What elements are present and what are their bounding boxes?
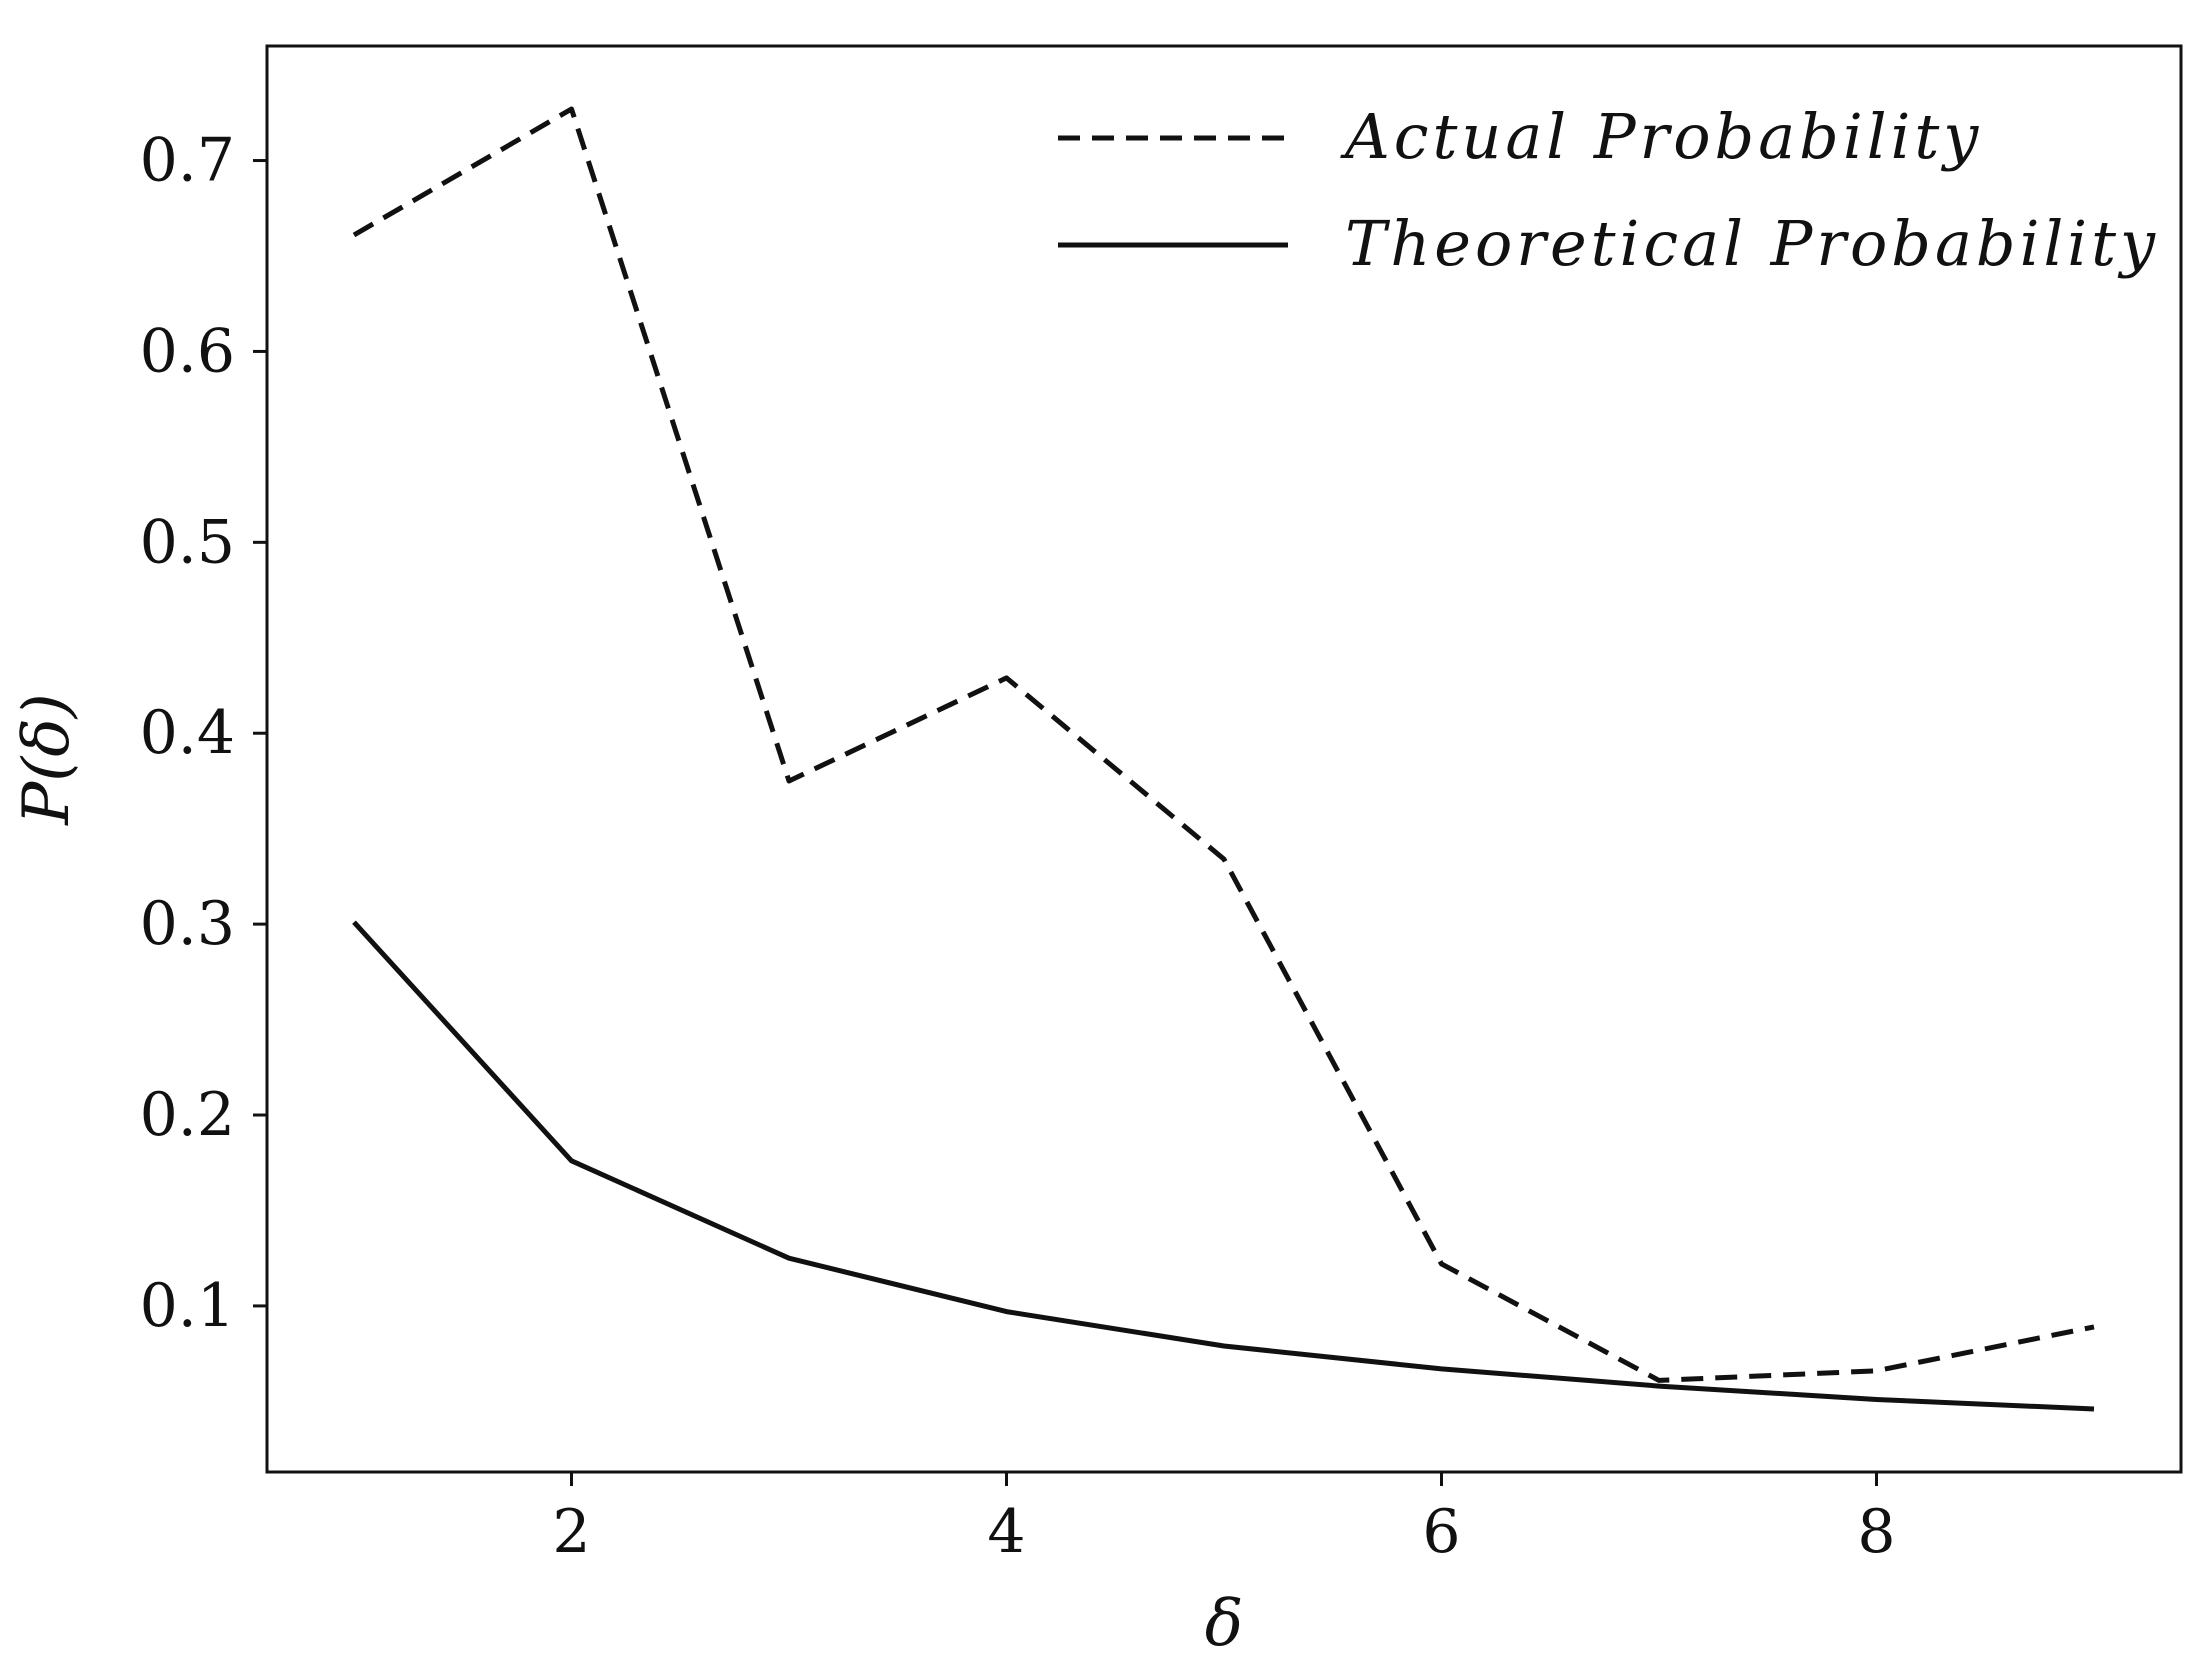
x-tick-label: 6 [1422, 1497, 1460, 1567]
y-axis-label: P(δ) [10, 693, 84, 826]
x-axis: 2 4 6 8 [552, 1472, 1896, 1567]
legend: Actual Probability Theoretical Probabilit… [1058, 100, 2159, 280]
plot-frame [265, 44, 2183, 1474]
series-layer [352, 106, 2095, 1412]
series-line-actual [352, 106, 2095, 1383]
y-tick-label: 0.1 [140, 1271, 235, 1341]
x-axis-label: δ [1205, 1587, 1244, 1661]
legend-label: Actual Probability [1340, 100, 1982, 173]
y-tick-label: 0.6 [140, 316, 235, 386]
y-tick-label: 0.5 [140, 507, 235, 577]
legend-label: Theoretical Probability [1345, 207, 2159, 280]
y-tick-label: 0.7 [140, 126, 235, 196]
x-tick-label: 8 [1857, 1497, 1895, 1567]
series-line-theoretical [352, 920, 2095, 1412]
y-tick-label: 0.3 [140, 889, 235, 959]
x-tick-label: 4 [987, 1497, 1025, 1567]
y-tick-label: 0.4 [140, 698, 235, 768]
x-tick-label: 2 [552, 1497, 590, 1567]
y-tick-label: 0.2 [140, 1080, 235, 1150]
y-axis: 0.1 0.2 0.3 0.4 0.5 0.6 0.7 [140, 126, 267, 1341]
